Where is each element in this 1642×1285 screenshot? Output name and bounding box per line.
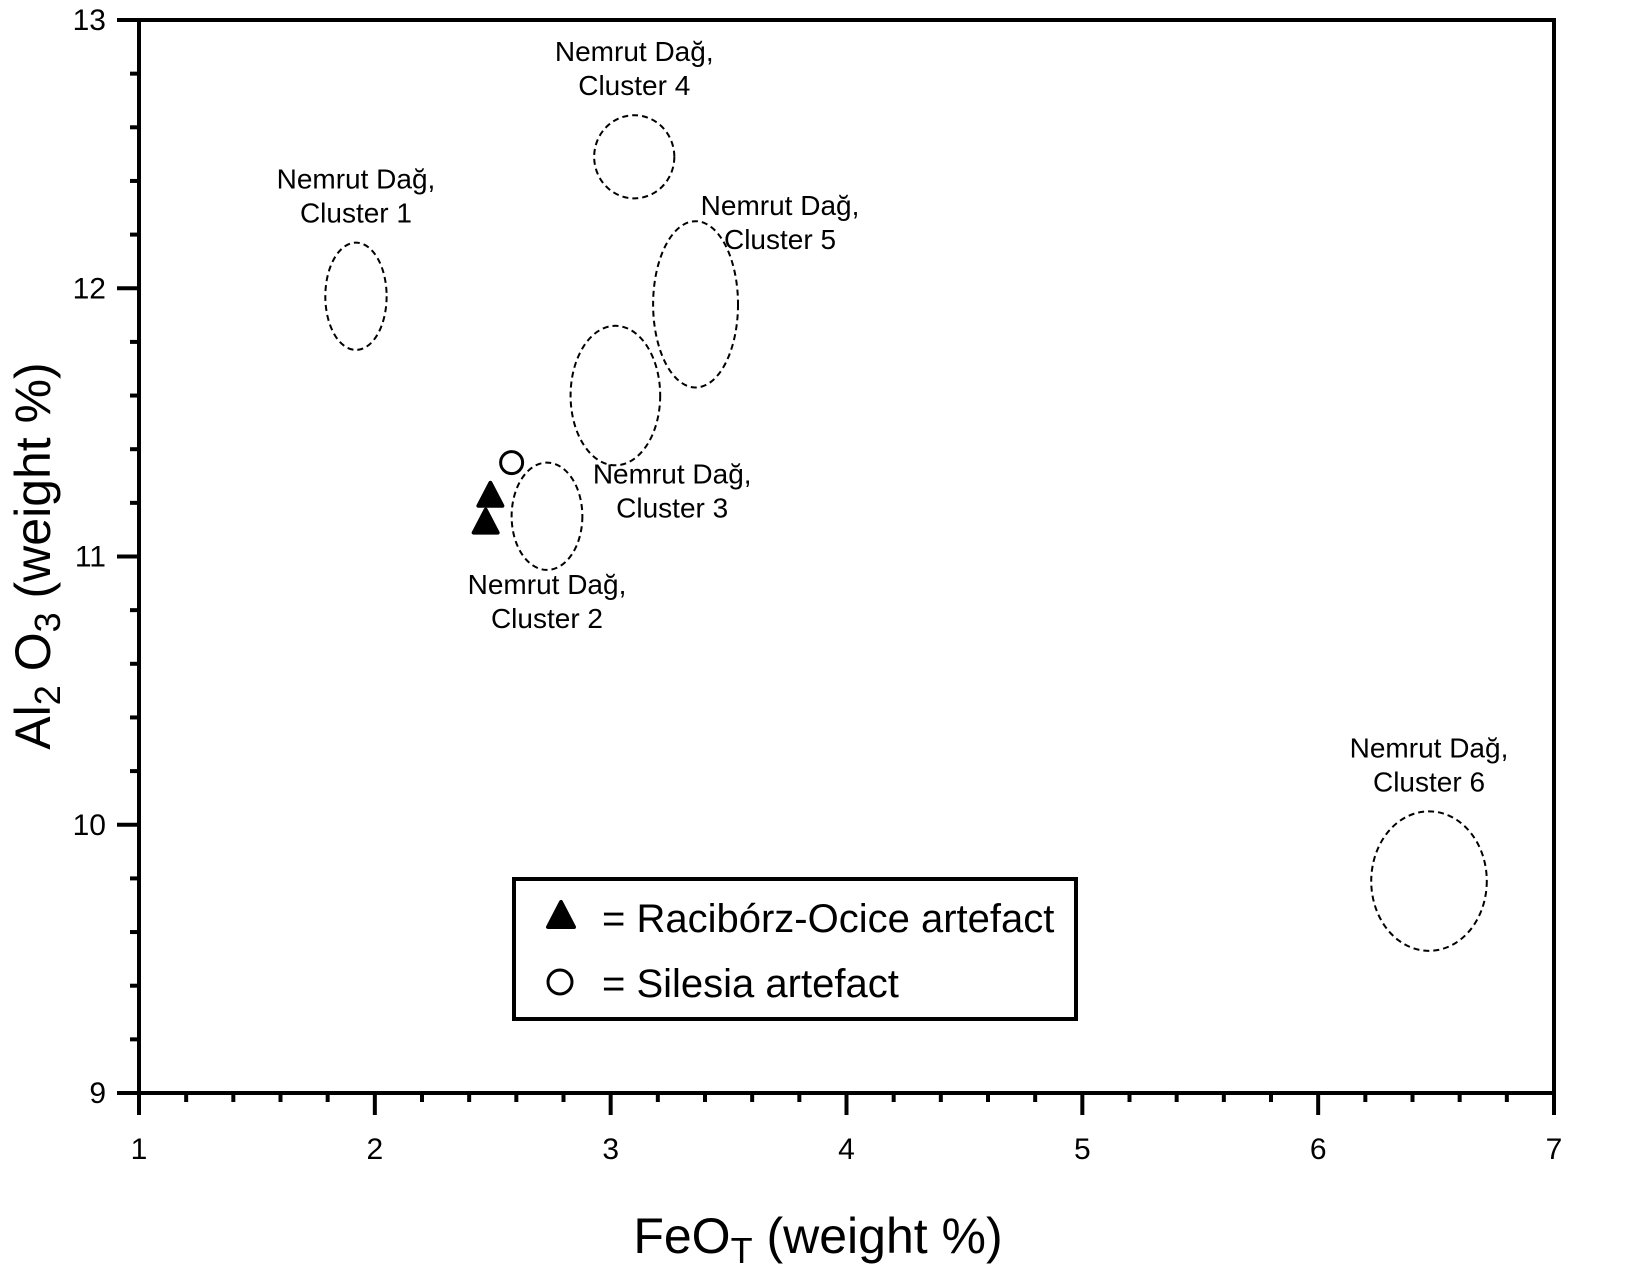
- cluster-label-line2: Cluster 5: [724, 224, 836, 255]
- major-ticks: [117, 18, 1556, 1115]
- cluster-label-line2: Cluster 2: [491, 603, 603, 634]
- legend: = Racibórz-Ocice artefact = Silesia arte…: [512, 877, 1078, 1021]
- cluster-label-line2: Cluster 1: [300, 198, 412, 229]
- legend-item-silesia: = Silesia artefact: [602, 962, 899, 1006]
- legend-triangle-marker: [546, 900, 576, 929]
- x-tick-label: 6: [1310, 1133, 1327, 1166]
- cluster-label-line2: Cluster 6: [1373, 766, 1485, 797]
- x-axis-title: FeOT (weight %): [633, 1208, 1002, 1271]
- y-tick-label: 10: [73, 809, 106, 842]
- cluster-label-line1: Nemrut Dağ,: [468, 569, 627, 600]
- cluster-ellipse-6: [1370, 810, 1488, 952]
- minor-ticks: [130, 71, 1509, 1102]
- cluster-ellipse-4: [593, 114, 676, 200]
- raciborz-point: [476, 480, 505, 508]
- x-tick-label: 3: [602, 1133, 619, 1166]
- legend-box: [512, 877, 1078, 1021]
- y-tick-label: 12: [73, 272, 106, 305]
- cluster-ellipse-2: [510, 461, 584, 571]
- cluster-label-line1: Nemrut Dağ,: [1350, 732, 1509, 763]
- x-tick-label: 5: [1074, 1133, 1091, 1166]
- y-tick-label: 13: [73, 4, 106, 37]
- cluster-label-line1: Nemrut Dağ,: [701, 190, 860, 221]
- data-points: [471, 450, 525, 535]
- legend-item-raciborz: = Racibórz-Ocice artefact: [602, 897, 1054, 941]
- raciborz-point: [471, 507, 500, 535]
- y-tick-label: 9: [89, 1077, 106, 1110]
- cluster-ellipse-5: [652, 220, 740, 389]
- cluster-label-line1: Nemrut Dağ,: [277, 164, 436, 195]
- cluster-label-line2: Cluster 4: [578, 70, 690, 101]
- y-tick-labels: 9 10 11 12 13: [73, 4, 106, 1110]
- cluster-ellipse-1: [324, 241, 388, 351]
- cluster-ellipse-3: [569, 324, 662, 467]
- y-axis-title: Al2 O3 (weight %): [5, 362, 68, 749]
- x-tick-label: 7: [1546, 1133, 1563, 1166]
- x-tick-label: 2: [366, 1133, 383, 1166]
- legend-circle-marker: [546, 968, 574, 996]
- y-tick-label: 11: [75, 541, 106, 574]
- silesia-point: [499, 450, 525, 476]
- x-tick-label: 4: [838, 1133, 855, 1166]
- x-tick-labels: 1 2 3 4 5 6 7: [131, 1133, 1563, 1166]
- cluster-label-line1: Nemrut Dağ,: [555, 36, 714, 67]
- cluster-label-line1: Nemrut Dağ,: [593, 458, 752, 489]
- cluster-label-line2: Cluster 3: [616, 492, 728, 523]
- x-tick-label: 1: [131, 1133, 148, 1166]
